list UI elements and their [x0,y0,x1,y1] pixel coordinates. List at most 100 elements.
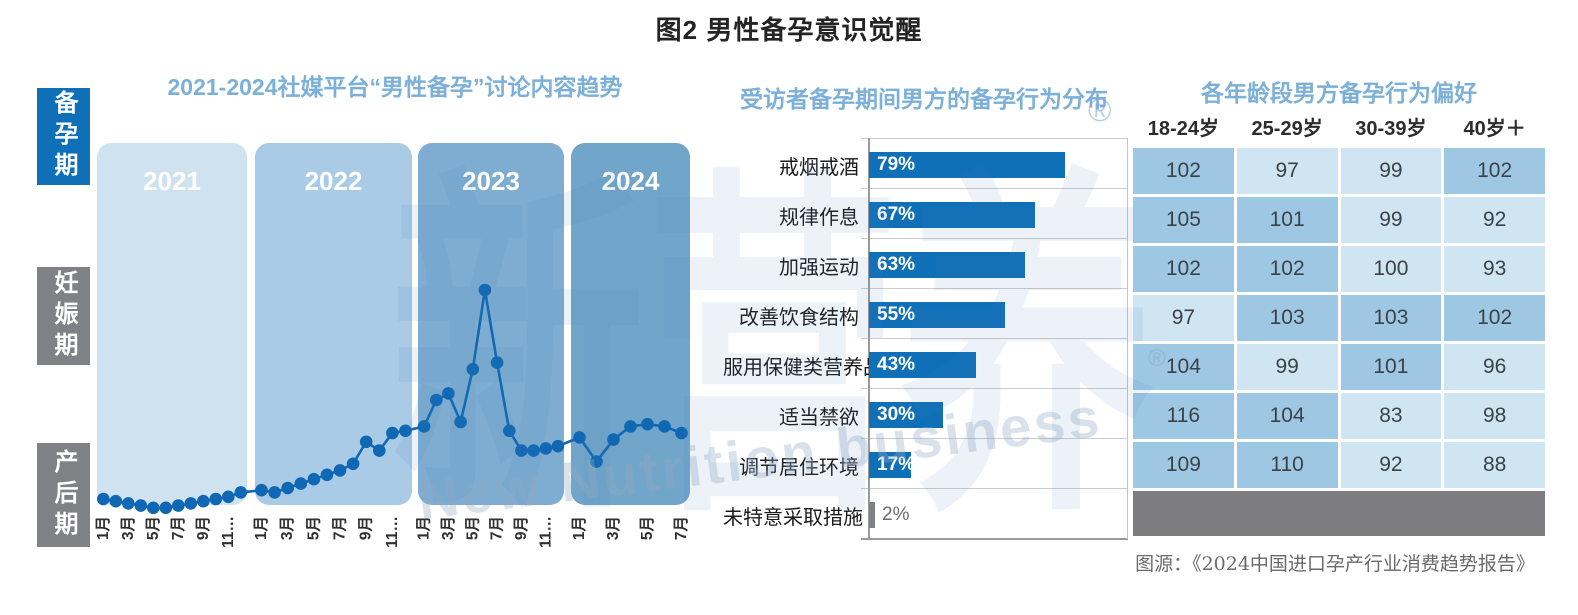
data-point [539,442,553,455]
table-column-header: 25-29岁 [1251,118,1323,140]
data-point [454,415,467,429]
data-point [346,457,360,471]
data-point [134,499,148,512]
data-point [503,424,516,438]
sidebar-tab-pregnancy[interactable]: 妊娠期 [37,267,90,365]
table-cell: 100 [1340,246,1442,292]
data-point [515,444,528,457]
behavior-chart-title: 受访者备孕期间男方的备孕行为分布 [740,86,1108,112]
gridline [861,338,1128,339]
year-label: 2021 [143,166,201,196]
data-point [466,362,480,376]
data-point [373,444,386,457]
table-row: 109 110 92 88 [1133,442,1545,488]
table-cell: 88 [1444,442,1545,488]
y-axis-line [868,138,870,539]
bar-category-label: 规律作息 [779,204,859,229]
bar-row: 规律作息 67% [723,190,1130,240]
data-point [209,492,223,506]
table-cell: 97 [1236,148,1338,194]
gridline [861,488,1128,489]
table-cell: 102 [1133,246,1234,292]
year-band-2024 [571,143,690,505]
data-point [184,497,198,510]
bar-row: 未特意采取措施 2% [723,490,1130,540]
table-cell: 103 [1340,295,1442,341]
table-cell: 104 [1236,393,1338,439]
x-axis-label: 7月 [169,516,187,540]
table-row: 116 104 83 98 [1133,393,1545,439]
data-point [573,431,586,444]
table-cell: 104 [1133,344,1234,390]
table-row: 102 102 100 93 [1133,246,1545,292]
table-body: 102 97 99 102 105 101 99 92 102 102 100 93 97 103 103 1… [1133,148,1545,488]
year-label: 2022 [305,166,363,196]
data-point [333,464,347,477]
gridline [861,388,1128,389]
data-point [478,283,492,297]
data-point [307,472,321,486]
sidebar-tab-postpartum[interactable]: 产后期 [37,443,90,547]
x-axis-label: 5月 [463,516,481,540]
x-axis-label: 11… [537,516,554,548]
data-point [590,455,603,468]
bar [869,502,875,528]
bar-row: 加强运动 63% [723,240,1130,290]
x-axis-label: 9月 [357,516,375,540]
bar: 30% [869,402,943,428]
bar: 55% [869,302,1005,328]
bar-value-label: 79% [877,154,916,175]
bar-category-label: 适当禁欲 [779,404,859,429]
bar-category-label: 服用保健类营养品 [723,354,883,379]
x-axis-label: 1月 [415,516,433,540]
bar-row: 服用保健类营养品 43% [723,340,1130,390]
preference-table-title: 各年龄段男方备孕行为偏好 [1201,80,1477,106]
table-cell: 101 [1236,197,1338,243]
gridline [861,138,1128,139]
data-point [122,497,135,510]
table-footer-bar [1133,491,1545,536]
data-point [399,424,412,438]
table-cell: 93 [1444,246,1545,292]
data-point [159,501,173,515]
plot-right-border [1127,138,1128,539]
data-point [172,499,185,512]
data-point [234,486,248,499]
x-axis-label: 3月 [119,516,137,540]
trend-chart: 2021 2022 2023 2024 1月 3月 5月 7月 9月 11… 1月 3月 5月 7月 9月 1… [95,140,695,570]
bar-value-label: 67% [877,204,916,225]
table-cell: 83 [1340,393,1442,439]
bar-value-label: 55% [877,304,916,325]
gridline [861,288,1128,289]
sidebar-tab-preparation[interactable]: 备孕期 [37,88,90,185]
x-axis-label: 3月 [439,516,457,540]
table-row: 97 103 103 102 [1133,295,1545,341]
bar-row: 调节居住环境 17% [723,440,1130,490]
gridline [861,188,1128,189]
data-point [624,420,637,433]
table-cell: 116 [1133,393,1234,439]
table-cell: 97 [1133,295,1234,341]
bar-category-label: 未特意采取措施 [723,504,863,529]
table-cell: 105 [1133,197,1234,243]
bar-value-label: 17% [877,454,916,475]
data-point [109,494,123,508]
bar: 79% [869,152,1065,178]
x-axis-label: 1月 [95,516,112,540]
table-cell: 92 [1340,442,1442,488]
table-cell: 98 [1444,393,1545,439]
axis-baseline [861,538,1128,540]
bar-row: 戒烟戒酒 79% [723,140,1130,190]
table-row: 104 99 101 96 [1133,344,1545,390]
table-cell: 102 [1444,148,1545,194]
data-point [97,492,110,506]
year-label: 2023 [462,166,520,196]
table-cell: 102 [1444,295,1545,341]
table-row: 102 97 99 102 [1133,148,1545,194]
data-point [607,433,620,446]
data-point [320,468,334,482]
bar-value-label: 63% [877,254,916,275]
table-cell: 101 [1340,344,1442,390]
